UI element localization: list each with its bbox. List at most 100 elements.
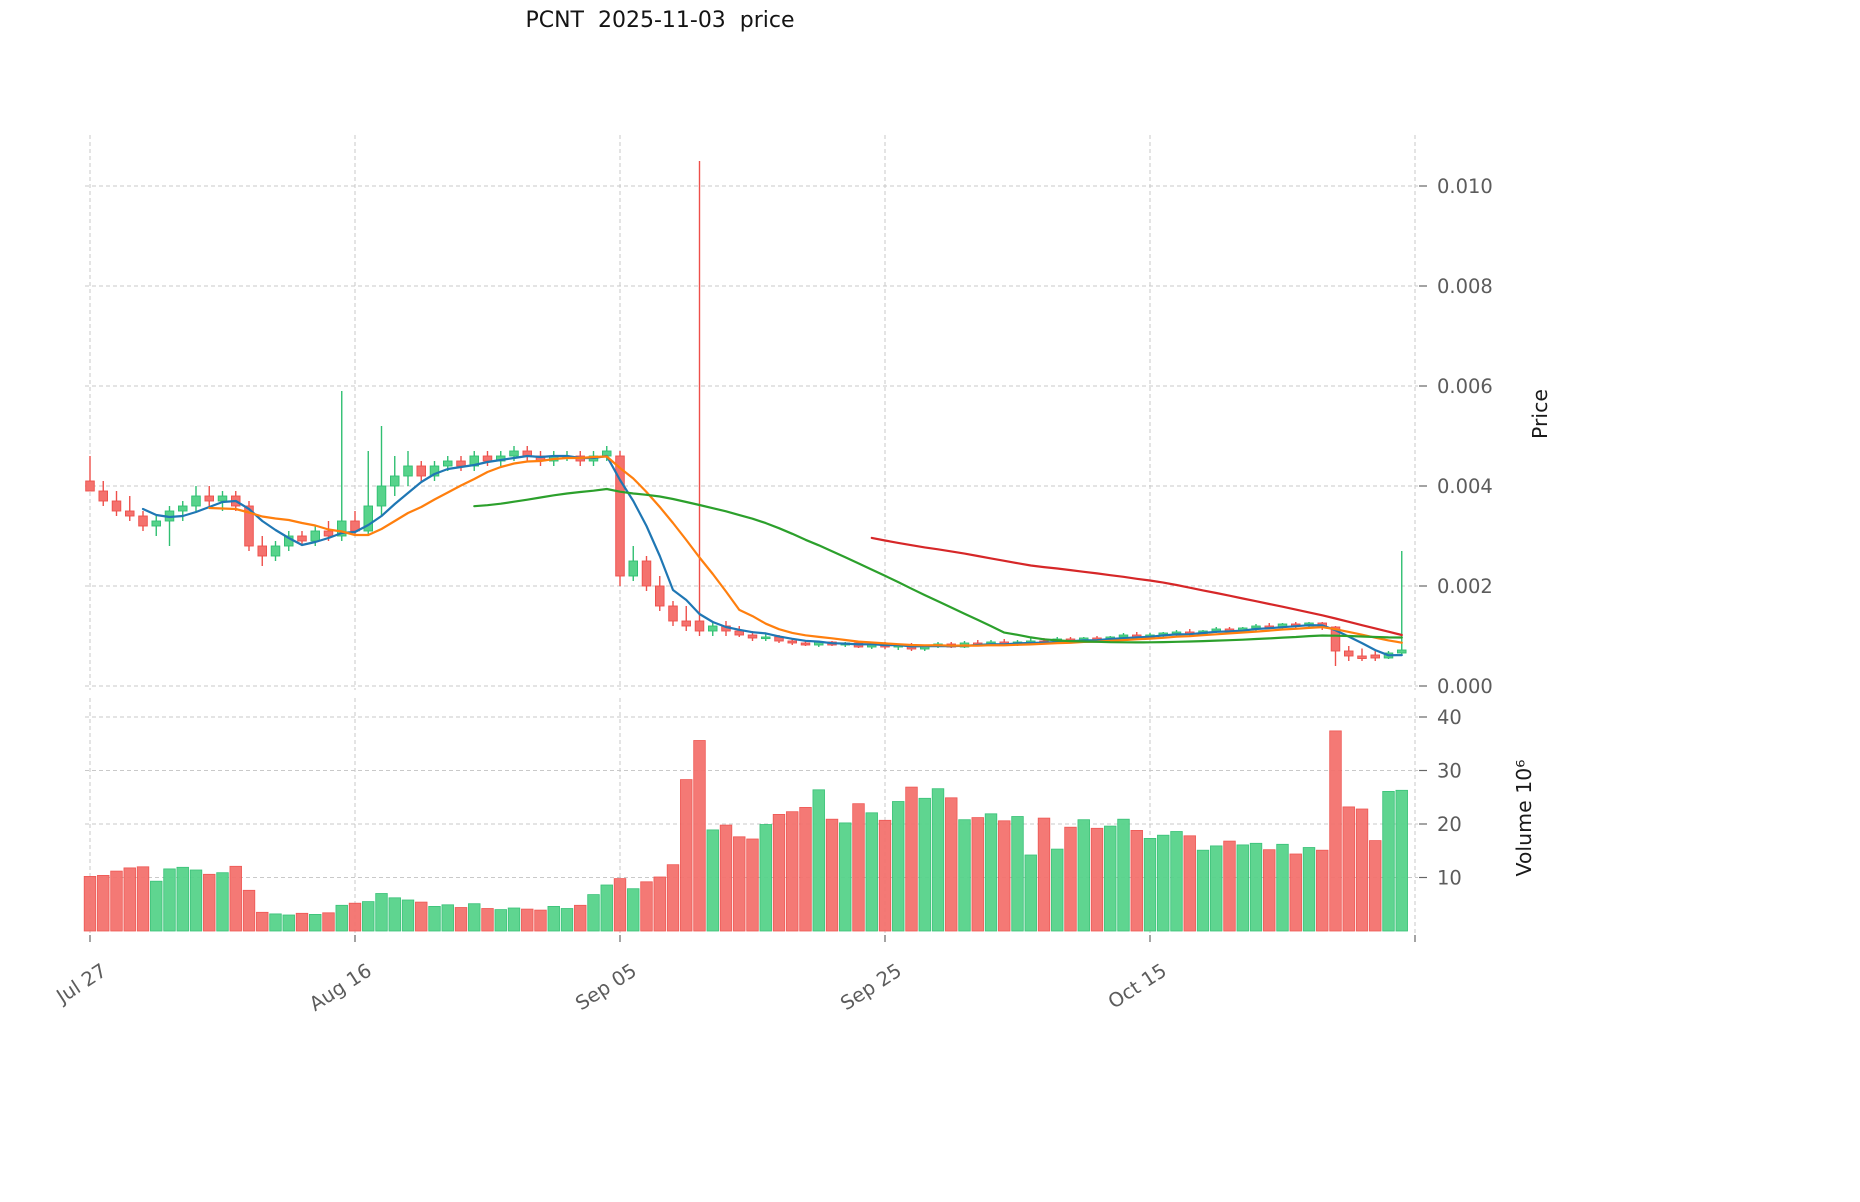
candle-body	[800, 642, 811, 646]
volume-bar	[176, 866, 189, 932]
volume-bar	[931, 788, 945, 932]
volume-bar	[256, 911, 269, 932]
volume-bar	[547, 906, 560, 932]
volume-bar	[613, 878, 627, 932]
volume-bar	[216, 872, 229, 932]
x-tick-label: Sep 05	[571, 959, 640, 1015]
volume-bar	[918, 797, 931, 932]
volume-bar	[335, 904, 348, 932]
volume-bar	[1037, 817, 1051, 932]
candle-body	[1118, 634, 1129, 638]
candle-body	[628, 560, 639, 577]
volume-bar	[468, 903, 481, 932]
candle-body	[416, 465, 427, 477]
candle-body	[191, 495, 201, 507]
candle-body	[456, 460, 466, 467]
candle-body	[694, 620, 705, 632]
volume-bar	[733, 836, 746, 932]
x-tick-label: Oct 15	[1104, 959, 1171, 1014]
volume-bar	[150, 880, 163, 932]
volume-bar	[998, 820, 1011, 932]
volume-bar	[1157, 834, 1170, 932]
volume-bar	[136, 866, 150, 932]
volume-bar	[1051, 848, 1064, 932]
volume-bar	[892, 801, 905, 932]
volume-bar	[1263, 849, 1276, 932]
candle-body	[747, 634, 758, 639]
volume-bar	[1143, 838, 1157, 932]
volume-bar	[428, 906, 441, 932]
volume-bar	[1302, 847, 1316, 932]
volume-tick-label: 20	[1437, 813, 1462, 836]
candle-body	[151, 520, 161, 527]
candle-body	[708, 625, 718, 632]
price-tick-label: 0.010	[1437, 175, 1493, 198]
volume-tick-label: 40	[1437, 706, 1462, 729]
volume-bar	[1130, 830, 1143, 932]
price-tick-label: 0.006	[1437, 375, 1493, 398]
candle-body	[787, 640, 798, 644]
candle-body	[668, 605, 678, 622]
volume-bar	[1395, 789, 1408, 932]
volume-bar	[905, 786, 918, 932]
volume-bar	[772, 814, 786, 932]
volume-bar	[706, 829, 719, 932]
volume-bar	[865, 812, 878, 932]
volume-bar	[587, 894, 600, 932]
volume-bar	[666, 864, 680, 932]
volume-bar	[786, 811, 799, 932]
volume-bar	[401, 899, 415, 932]
volume-bar	[1196, 849, 1210, 932]
volume-bar	[812, 789, 825, 932]
volume-tick-label: 30	[1437, 760, 1462, 783]
volume-bar	[1090, 827, 1104, 932]
candle-body	[1330, 626, 1341, 652]
volume-bar	[1316, 849, 1329, 932]
volume-bar	[348, 902, 362, 932]
candle-body	[138, 515, 148, 527]
volume-bar	[441, 904, 454, 932]
volume-bar	[746, 838, 759, 932]
volume-bar	[322, 912, 335, 932]
volume-bar	[454, 907, 468, 932]
candle-body	[257, 545, 268, 557]
volume-bar	[521, 908, 534, 932]
x-tick-label: Jul 27	[51, 959, 111, 1009]
volume-bar	[839, 822, 852, 932]
candle-body	[403, 465, 413, 477]
candle-body	[376, 485, 387, 507]
volume-bar	[1223, 840, 1236, 932]
candle-body	[363, 505, 374, 532]
x-tick-label: Aug 16	[305, 959, 375, 1016]
candle-body	[655, 585, 665, 607]
ma-line-5	[141, 454, 1403, 657]
volume-bar	[1104, 825, 1117, 932]
candle-body	[641, 560, 652, 587]
volume-bar	[534, 909, 547, 932]
volume-bar	[653, 876, 666, 932]
volume-bar	[203, 873, 216, 932]
volume-bar	[574, 904, 587, 932]
candle-body	[98, 490, 108, 502]
volume-bar	[295, 912, 309, 932]
candle-body	[297, 535, 307, 542]
volume-bar	[1329, 730, 1342, 932]
candle-body	[1251, 625, 1261, 629]
candle-body	[270, 545, 281, 557]
volume-bar	[1249, 842, 1263, 932]
candle-body	[1357, 655, 1367, 659]
candle-body	[1396, 649, 1407, 654]
volume-bar	[388, 897, 401, 932]
volume-bar	[1183, 835, 1196, 932]
volume-bar	[1011, 816, 1024, 932]
volume-bar	[878, 819, 892, 932]
volume-bar	[1064, 826, 1077, 932]
volume-bar	[269, 913, 282, 932]
volume-bar	[680, 779, 693, 932]
candle-body	[482, 455, 493, 462]
x-tick-label: Sep 25	[836, 959, 905, 1015]
volume-bar	[83, 876, 97, 932]
ma-line-30	[473, 487, 1403, 644]
volume-bar	[507, 907, 521, 932]
price-tick-label: 0.002	[1437, 575, 1493, 598]
